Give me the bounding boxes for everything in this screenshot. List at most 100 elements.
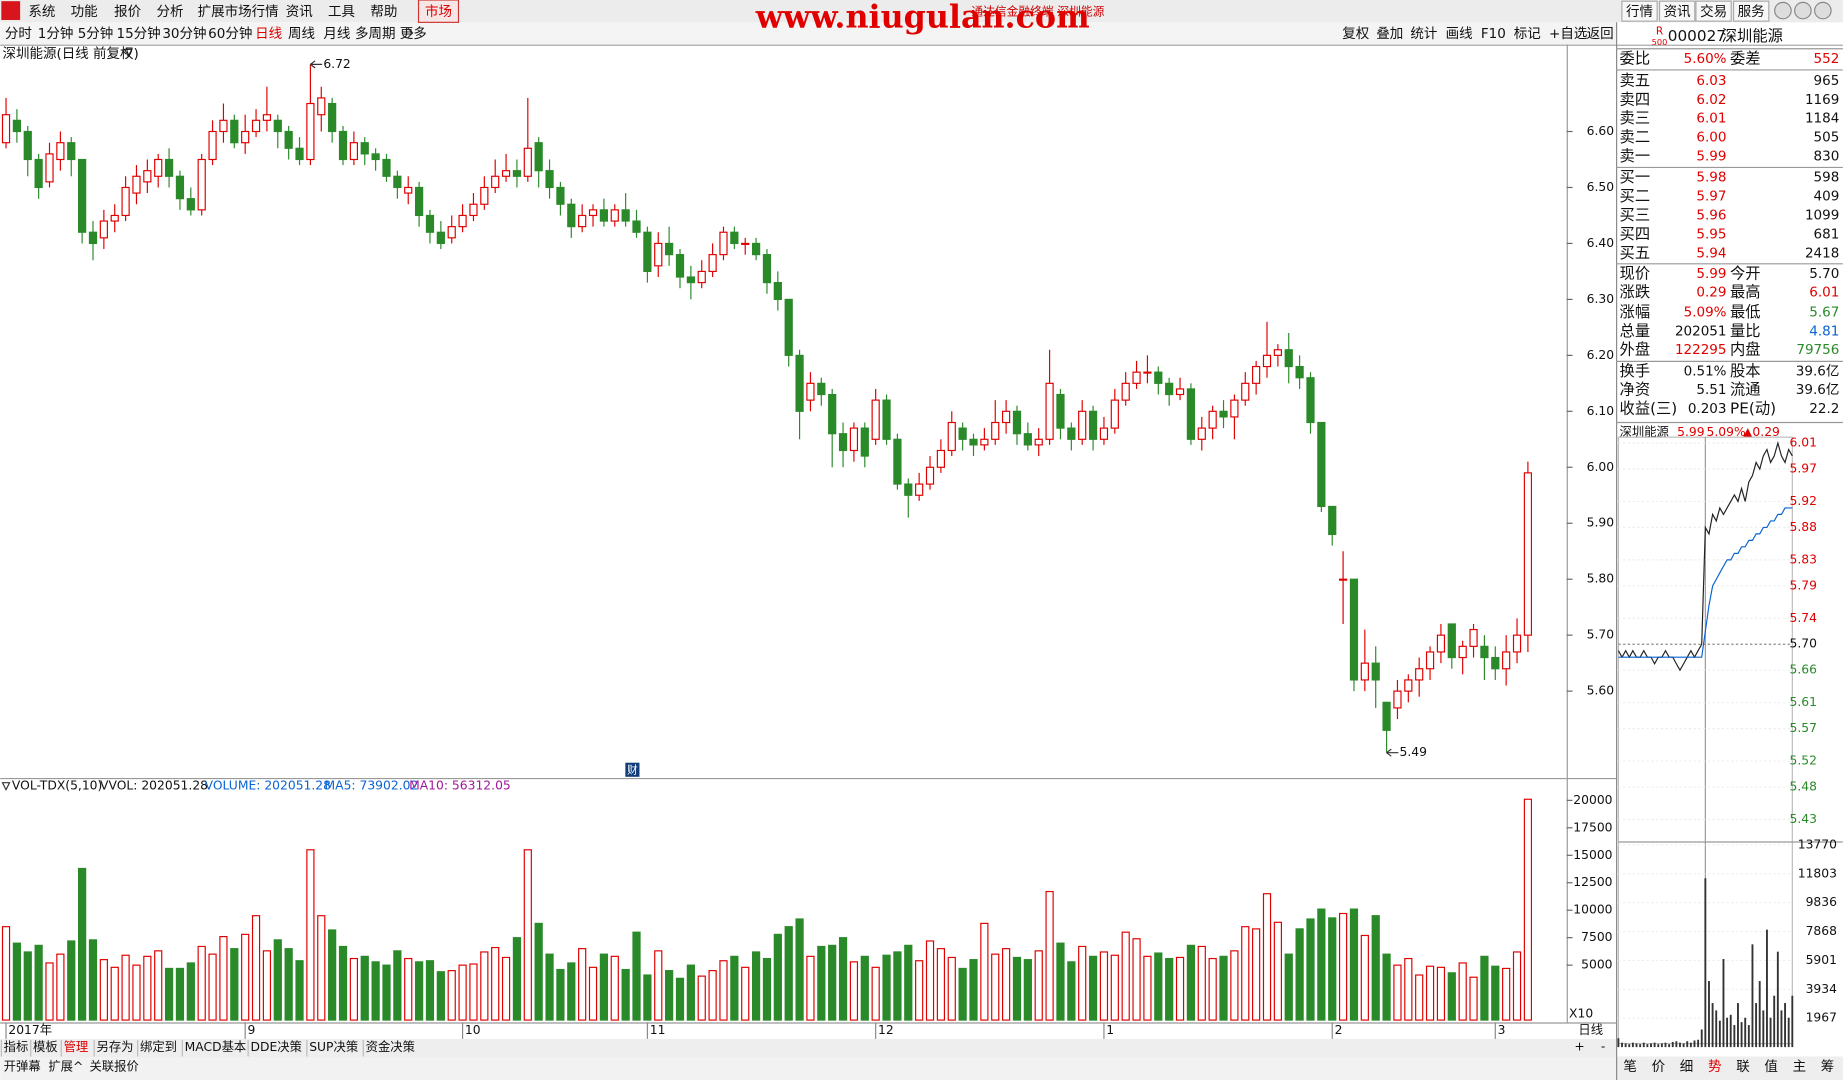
candle-body	[545, 170, 554, 189]
volume-bar	[741, 966, 750, 1021]
candle-body	[1415, 668, 1424, 681]
menu-item[interactable]: 扩展市场行情	[198, 3, 279, 20]
toolbar-button[interactable]: 标记	[1514, 26, 1541, 42]
x-tick-label: 11	[650, 1023, 666, 1037]
volume-bar	[1295, 928, 1304, 1021]
volume-bar	[338, 945, 348, 1021]
side-tab[interactable]: 联	[1736, 1059, 1750, 1075]
tab[interactable]: 管理	[64, 1039, 89, 1054]
quote-value: 5.60%	[1684, 51, 1727, 67]
side-tab[interactable]: 值	[1764, 1059, 1778, 1075]
candle-body	[1241, 382, 1250, 401]
volume-ma5: MA5: 73902.02	[325, 779, 419, 793]
candle-body	[1056, 393, 1065, 429]
period-button[interactable]: 日线	[255, 26, 282, 42]
volume-bar	[425, 960, 435, 1021]
candle-body	[828, 393, 837, 435]
period-button[interactable]: 周线	[288, 26, 315, 42]
side-tab[interactable]: 价	[1652, 1059, 1666, 1075]
period-button[interactable]: 15分钟	[116, 25, 160, 42]
menu-item[interactable]: 分析	[156, 4, 183, 20]
volume-bar	[1012, 956, 1022, 1021]
volume-bar	[175, 967, 185, 1021]
candle-body	[567, 203, 576, 228]
tab[interactable]: 资金决策	[366, 1039, 415, 1054]
tab[interactable]: 另存为	[97, 1040, 134, 1054]
toolbar-button[interactable]: +自选	[1549, 26, 1588, 42]
candle-body	[88, 231, 98, 245]
tab[interactable]: SUP决策	[309, 1039, 358, 1054]
side-tab[interactable]: 筹	[1821, 1058, 1835, 1075]
book-volume: 830	[1814, 148, 1840, 164]
side-tab[interactable]: 势	[1708, 1059, 1722, 1075]
x-tick-label: 10	[465, 1023, 481, 1037]
menu-item[interactable]: 系统	[28, 4, 55, 20]
volume-bar	[1523, 798, 1533, 1021]
candle-body	[306, 102, 315, 161]
period-button[interactable]: 月线	[323, 26, 350, 42]
tab[interactable]: DDE决策	[250, 1039, 301, 1054]
top-button[interactable]: 服务	[1738, 4, 1765, 20]
book-label: 卖一	[1620, 147, 1651, 165]
period-button[interactable]: 30分钟	[162, 25, 206, 42]
period-button[interactable]: 60分钟	[208, 25, 252, 42]
period-button[interactable]: 5分钟	[78, 25, 114, 42]
high-arrow	[310, 60, 323, 69]
mini-price: 5.99	[1677, 425, 1704, 439]
menu-item[interactable]: 工具	[328, 4, 355, 20]
toolbar-button[interactable]: 复权	[1342, 25, 1370, 42]
volume-bar	[599, 953, 609, 1021]
side-tab[interactable]: 细	[1680, 1059, 1694, 1075]
candle-body	[1023, 433, 1032, 446]
volume-bar	[1208, 957, 1217, 1021]
period-button[interactable]: 1分钟	[38, 25, 74, 42]
volume-bar	[1219, 955, 1228, 1021]
quote-label: 委比	[1620, 49, 1651, 67]
minimize-button[interactable]	[1774, 1, 1792, 20]
tab[interactable]: MACD基本	[185, 1040, 247, 1054]
menu-item[interactable]: 资讯	[286, 4, 313, 20]
book-label: 卖三	[1620, 109, 1651, 127]
y-tick-label: 6.30	[1587, 292, 1615, 306]
period-button[interactable]: 更多	[400, 25, 427, 42]
menu-item[interactable]: 帮助	[370, 4, 397, 20]
event-marker[interactable]: 财	[627, 763, 638, 776]
top-button[interactable]: 行情	[1626, 4, 1653, 20]
tab[interactable]: 模板	[33, 1040, 58, 1054]
mini-vol-tick-label: 3934	[1806, 982, 1838, 996]
period-button[interactable]: 多周期	[355, 25, 395, 42]
book-label: 买二	[1620, 187, 1651, 205]
period-button[interactable]: 分时	[5, 26, 32, 42]
book-volume: 409	[1814, 188, 1840, 204]
stat-value: 79756	[1796, 342, 1839, 358]
toolbar-button[interactable]: 统计	[1410, 26, 1437, 42]
tab[interactable]: 绑定到	[140, 1039, 177, 1054]
tab[interactable]: 指标	[4, 1039, 29, 1054]
status-button[interactable]: 扩展^	[48, 1060, 83, 1074]
zoom-button[interactable]: -	[1601, 1040, 1605, 1054]
top-button-bg	[1732, 0, 1770, 22]
zoom-button[interactable]: +	[1574, 1040, 1584, 1054]
top-button[interactable]: 交易	[1700, 3, 1727, 20]
toolbar-button[interactable]: 返回	[1587, 26, 1614, 42]
toolbar-button[interactable]: 画线	[1446, 26, 1473, 42]
market-button[interactable]: 市场	[425, 3, 452, 20]
toolbar-button[interactable]: F10	[1481, 26, 1506, 42]
menu-item[interactable]: 报价	[114, 4, 141, 20]
status-button[interactable]: 关联报价	[89, 1059, 138, 1074]
mini-volume-bar	[1635, 1043, 1638, 1048]
stat-value: 0.203	[1688, 401, 1727, 417]
side-tab[interactable]: 主	[1793, 1059, 1807, 1075]
close-button[interactable]	[1814, 1, 1832, 20]
book-volume: 2418	[1805, 246, 1839, 262]
top-button[interactable]: 资讯	[1664, 4, 1692, 20]
status-button[interactable]: 开弹幕	[4, 1060, 41, 1074]
stat-label: 股本	[1730, 362, 1761, 380]
side-tab[interactable]: 笔	[1623, 1059, 1637, 1075]
x-tick-label: 1	[1106, 1023, 1114, 1037]
restore-button[interactable]	[1794, 1, 1812, 20]
toolbar-button[interactable]: 叠加	[1376, 26, 1403, 42]
mini-volume-bar	[1689, 1042, 1692, 1048]
candle-body	[1447, 623, 1456, 659]
menu-item[interactable]: 功能	[71, 4, 98, 20]
